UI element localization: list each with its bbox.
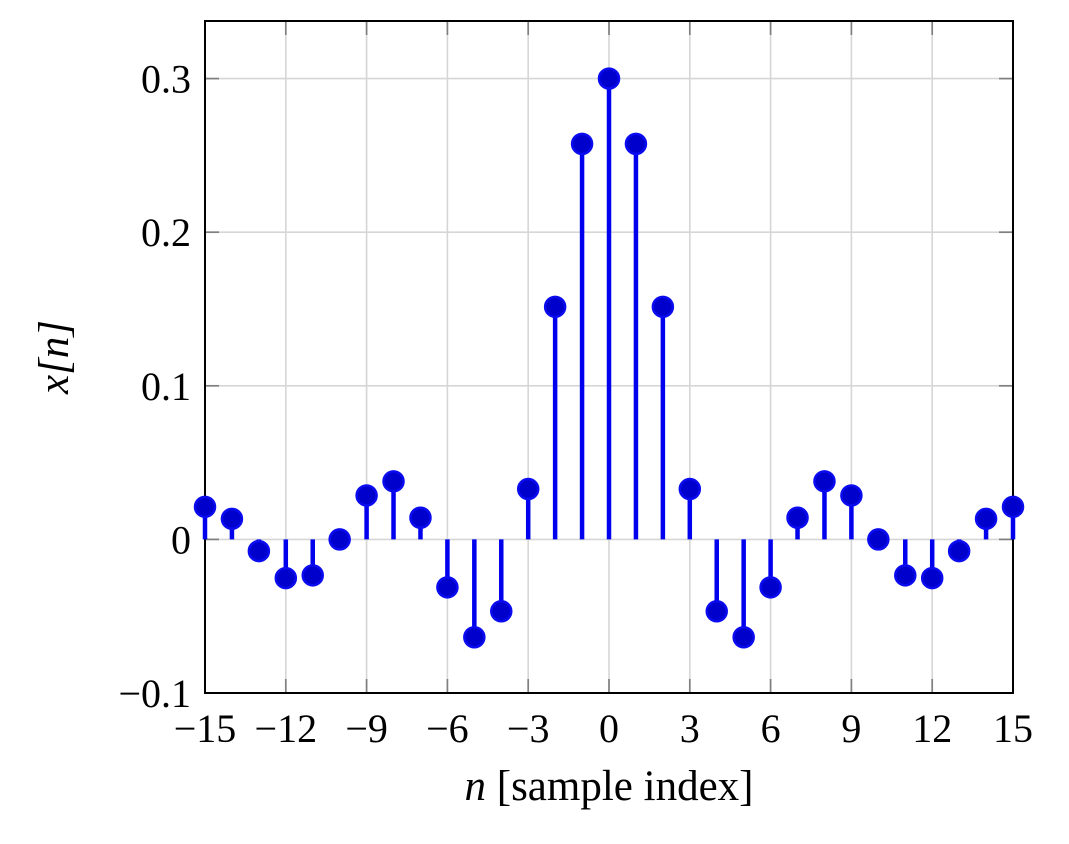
data-marker xyxy=(247,539,271,563)
x-tick-label: −6 xyxy=(426,706,469,751)
data-marker xyxy=(463,625,486,649)
data-marker xyxy=(193,495,217,519)
data-marker xyxy=(328,528,351,551)
y-tick-label: 0.3 xyxy=(141,57,191,102)
y-tick-label: 0.1 xyxy=(141,364,191,409)
x-tick-labels: −15 −12 −9 −6 −3 0 3 6 9 12 15 xyxy=(174,706,1033,751)
x-tick-label: 9 xyxy=(841,706,861,751)
data-marker xyxy=(840,484,863,507)
data-marker xyxy=(516,477,540,501)
y-tick-labels: −0.1 0 0.1 0.2 0.3 xyxy=(118,57,191,716)
y-tick-label: 0.2 xyxy=(141,210,191,255)
data-marker xyxy=(624,132,648,156)
stem-series xyxy=(193,67,1025,649)
tick-marks xyxy=(204,21,1014,694)
x-tick-label: 15 xyxy=(993,706,1033,751)
data-marker xyxy=(894,564,917,587)
x-tick-label: 0 xyxy=(599,706,619,751)
data-marker xyxy=(1001,495,1025,519)
x-tick-label: 6 xyxy=(761,706,781,751)
data-marker xyxy=(813,470,836,493)
x-tick-label: 12 xyxy=(912,706,952,751)
x-tick-label: −3 xyxy=(507,706,550,751)
data-marker xyxy=(543,295,567,319)
data-marker xyxy=(920,566,944,590)
data-marker xyxy=(974,507,998,531)
data-marker xyxy=(732,625,755,649)
data-marker xyxy=(382,470,405,493)
data-marker xyxy=(436,576,459,599)
y-axis-label: x[n] xyxy=(31,320,78,395)
data-marker xyxy=(355,484,378,507)
data-marker xyxy=(651,295,675,319)
x-tick-label: −15 xyxy=(174,706,237,751)
data-marker xyxy=(570,132,594,156)
data-marker xyxy=(490,600,513,623)
y-tick-label: 0 xyxy=(171,517,191,562)
data-marker xyxy=(705,600,728,623)
data-marker xyxy=(759,576,782,599)
data-marker xyxy=(220,507,244,531)
data-marker xyxy=(947,539,971,563)
data-marker xyxy=(867,528,890,551)
data-marker xyxy=(301,564,324,587)
x-axis-label: n [sample index] xyxy=(465,763,754,810)
data-marker xyxy=(597,67,621,90)
data-marker xyxy=(678,477,702,501)
y-tick-label: −0.1 xyxy=(118,671,191,716)
x-tick-label: −9 xyxy=(345,706,388,751)
data-marker xyxy=(409,506,432,529)
x-tick-label: 3 xyxy=(680,706,700,751)
x-tick-label: −12 xyxy=(255,706,318,751)
data-marker xyxy=(786,506,809,529)
axes-frame xyxy=(204,20,1014,694)
data-marker xyxy=(274,566,298,590)
